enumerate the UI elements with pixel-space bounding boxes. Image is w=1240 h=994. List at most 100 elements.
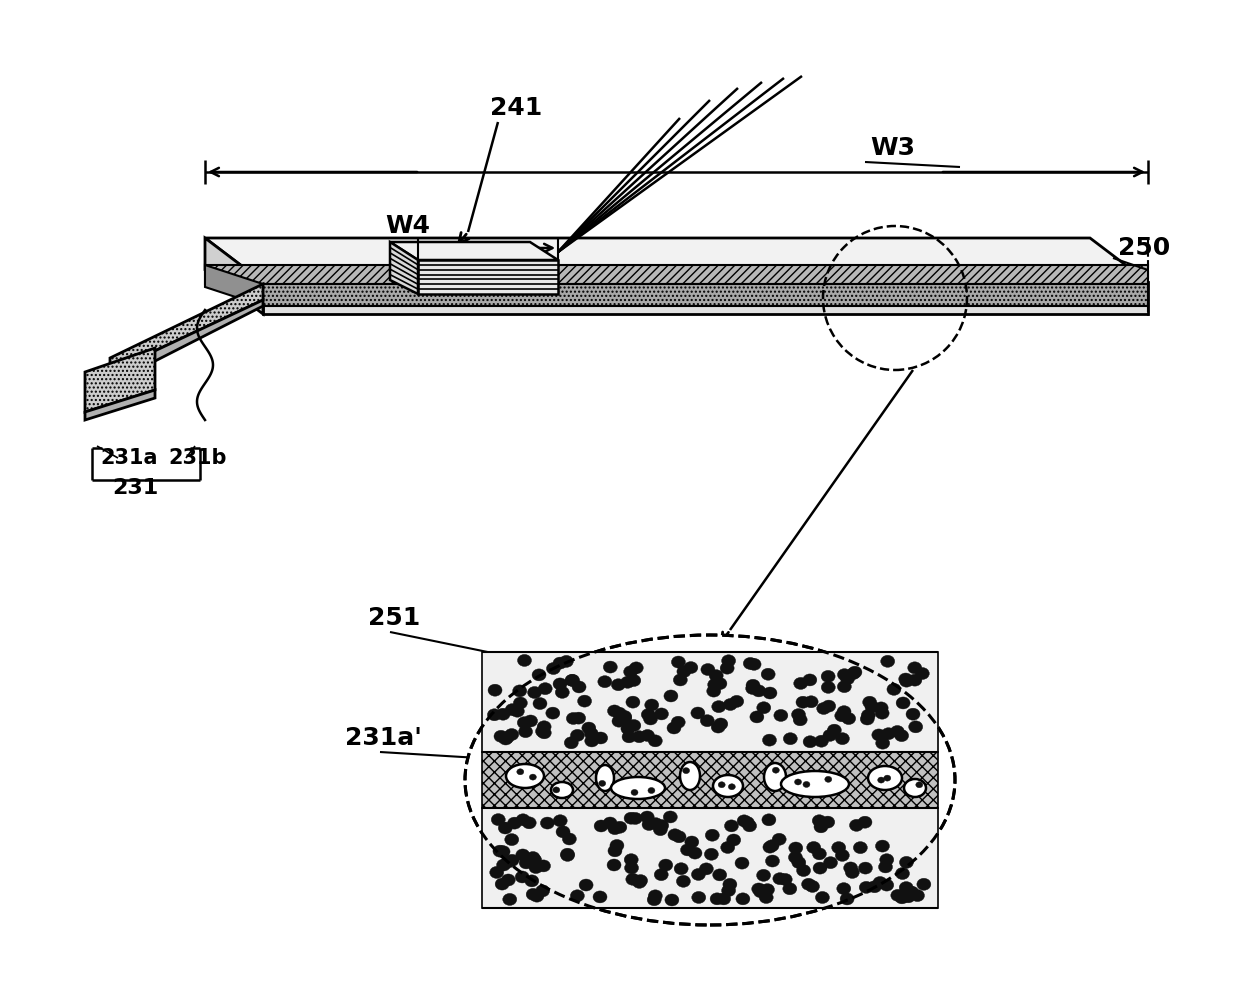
Ellipse shape bbox=[634, 875, 647, 887]
Ellipse shape bbox=[684, 836, 699, 848]
Ellipse shape bbox=[512, 685, 527, 697]
Polygon shape bbox=[110, 300, 263, 384]
Ellipse shape bbox=[863, 696, 877, 709]
Ellipse shape bbox=[501, 856, 515, 868]
Ellipse shape bbox=[673, 674, 687, 686]
Ellipse shape bbox=[915, 668, 929, 680]
Ellipse shape bbox=[663, 690, 678, 702]
Ellipse shape bbox=[563, 833, 577, 845]
Ellipse shape bbox=[610, 840, 624, 852]
Ellipse shape bbox=[861, 713, 874, 725]
Ellipse shape bbox=[553, 815, 567, 827]
Ellipse shape bbox=[761, 814, 776, 826]
Ellipse shape bbox=[729, 696, 744, 708]
Ellipse shape bbox=[837, 706, 851, 718]
Ellipse shape bbox=[836, 733, 849, 745]
Ellipse shape bbox=[782, 883, 797, 895]
Ellipse shape bbox=[909, 721, 923, 733]
Ellipse shape bbox=[629, 662, 644, 674]
Ellipse shape bbox=[874, 702, 888, 714]
Text: 251: 251 bbox=[368, 606, 420, 630]
Ellipse shape bbox=[465, 635, 955, 925]
Ellipse shape bbox=[751, 883, 766, 895]
Ellipse shape bbox=[765, 855, 780, 867]
Ellipse shape bbox=[873, 877, 887, 889]
Ellipse shape bbox=[629, 812, 642, 824]
Ellipse shape bbox=[784, 733, 797, 745]
Text: W3: W3 bbox=[870, 136, 915, 160]
Ellipse shape bbox=[899, 857, 914, 869]
Ellipse shape bbox=[495, 878, 510, 890]
Ellipse shape bbox=[536, 885, 549, 897]
Ellipse shape bbox=[759, 892, 774, 904]
Ellipse shape bbox=[899, 673, 913, 685]
Ellipse shape bbox=[837, 883, 851, 895]
Ellipse shape bbox=[626, 696, 640, 708]
Ellipse shape bbox=[837, 669, 852, 681]
Ellipse shape bbox=[627, 720, 641, 732]
Ellipse shape bbox=[842, 713, 856, 725]
Ellipse shape bbox=[691, 707, 704, 719]
Ellipse shape bbox=[668, 829, 682, 841]
Ellipse shape bbox=[827, 725, 841, 737]
Ellipse shape bbox=[655, 819, 668, 832]
Text: 231a': 231a' bbox=[345, 726, 422, 750]
Ellipse shape bbox=[841, 673, 854, 685]
Ellipse shape bbox=[491, 814, 505, 826]
Ellipse shape bbox=[858, 862, 873, 874]
Ellipse shape bbox=[655, 869, 668, 881]
Ellipse shape bbox=[692, 892, 706, 904]
Ellipse shape bbox=[516, 814, 529, 826]
Ellipse shape bbox=[882, 728, 895, 740]
Ellipse shape bbox=[789, 842, 802, 854]
Ellipse shape bbox=[763, 687, 777, 699]
Ellipse shape bbox=[704, 848, 718, 860]
Ellipse shape bbox=[901, 891, 915, 903]
Ellipse shape bbox=[878, 777, 884, 783]
Ellipse shape bbox=[594, 732, 608, 744]
Ellipse shape bbox=[711, 893, 724, 905]
Ellipse shape bbox=[895, 868, 909, 880]
Text: 250: 250 bbox=[1118, 236, 1171, 260]
Ellipse shape bbox=[880, 655, 895, 667]
Ellipse shape bbox=[632, 877, 646, 889]
Ellipse shape bbox=[501, 874, 516, 886]
Ellipse shape bbox=[578, 695, 591, 707]
Ellipse shape bbox=[667, 722, 681, 734]
Ellipse shape bbox=[525, 875, 539, 887]
Ellipse shape bbox=[528, 854, 542, 866]
Ellipse shape bbox=[538, 683, 552, 695]
Ellipse shape bbox=[916, 879, 931, 891]
Ellipse shape bbox=[520, 857, 533, 869]
Ellipse shape bbox=[517, 717, 531, 729]
Ellipse shape bbox=[737, 815, 751, 827]
Ellipse shape bbox=[817, 703, 831, 715]
Ellipse shape bbox=[792, 857, 806, 869]
Ellipse shape bbox=[655, 708, 668, 720]
Ellipse shape bbox=[608, 845, 622, 857]
Text: 241: 241 bbox=[490, 96, 542, 120]
Ellipse shape bbox=[843, 862, 858, 874]
Ellipse shape bbox=[836, 849, 849, 862]
Ellipse shape bbox=[532, 669, 546, 681]
Ellipse shape bbox=[890, 726, 904, 738]
Ellipse shape bbox=[765, 840, 779, 852]
Ellipse shape bbox=[529, 891, 544, 903]
Ellipse shape bbox=[505, 704, 520, 716]
Ellipse shape bbox=[806, 881, 820, 893]
Ellipse shape bbox=[599, 780, 605, 786]
Ellipse shape bbox=[832, 842, 846, 854]
Ellipse shape bbox=[494, 731, 508, 743]
Ellipse shape bbox=[621, 723, 635, 735]
Ellipse shape bbox=[906, 708, 920, 721]
Ellipse shape bbox=[795, 779, 801, 785]
Ellipse shape bbox=[523, 715, 538, 727]
Ellipse shape bbox=[878, 861, 893, 873]
Polygon shape bbox=[482, 652, 937, 752]
Ellipse shape bbox=[802, 674, 817, 686]
Ellipse shape bbox=[560, 849, 574, 862]
Ellipse shape bbox=[526, 852, 539, 864]
Ellipse shape bbox=[559, 655, 573, 667]
Polygon shape bbox=[86, 390, 155, 420]
Ellipse shape bbox=[815, 736, 828, 747]
